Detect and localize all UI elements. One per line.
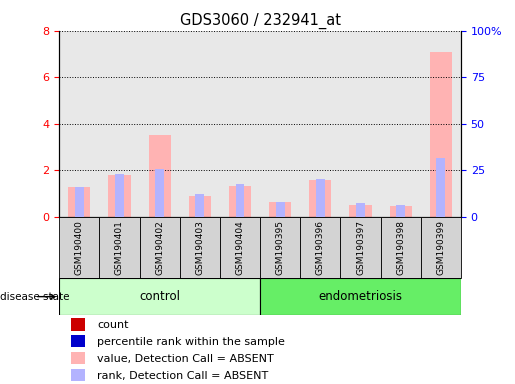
Bar — [229, 185, 251, 217]
Bar — [99, 31, 140, 217]
Bar — [71, 318, 85, 331]
Bar — [155, 169, 164, 217]
Bar — [59, 31, 99, 217]
Bar — [59, 217, 99, 278]
Bar — [99, 217, 140, 278]
Bar — [68, 187, 90, 217]
Bar — [109, 175, 130, 217]
Text: count: count — [97, 320, 129, 330]
Bar — [300, 217, 340, 278]
Bar — [220, 31, 260, 217]
Text: GSM190395: GSM190395 — [276, 220, 285, 275]
Bar — [195, 194, 204, 217]
Text: GSM190399: GSM190399 — [436, 220, 445, 275]
Bar — [269, 202, 291, 217]
Bar — [235, 184, 245, 217]
Bar — [381, 31, 421, 217]
Bar — [356, 203, 365, 217]
Bar — [340, 31, 381, 217]
Text: value, Detection Call = ABSENT: value, Detection Call = ABSENT — [97, 354, 274, 364]
Bar — [421, 31, 461, 217]
Bar — [340, 217, 381, 278]
Text: control: control — [139, 290, 180, 303]
Text: GSM190402: GSM190402 — [155, 220, 164, 275]
Bar — [149, 136, 170, 217]
Text: disease state: disease state — [0, 291, 70, 302]
Bar — [421, 217, 461, 278]
Bar — [310, 180, 331, 217]
Bar — [71, 352, 85, 364]
Bar — [71, 369, 85, 381]
Text: GSM190396: GSM190396 — [316, 220, 325, 275]
Bar — [115, 174, 124, 217]
Text: GSM190403: GSM190403 — [195, 220, 204, 275]
Bar — [59, 278, 260, 315]
Bar — [180, 31, 220, 217]
Bar — [140, 31, 180, 217]
Bar — [189, 196, 211, 217]
Bar — [316, 179, 325, 217]
Bar — [276, 202, 285, 217]
Bar — [260, 217, 300, 278]
Text: GSM190401: GSM190401 — [115, 220, 124, 275]
Bar — [390, 207, 411, 217]
Bar — [220, 217, 260, 278]
Bar — [430, 52, 452, 217]
Bar — [180, 217, 220, 278]
Bar — [140, 217, 180, 278]
Text: endometriosis: endometriosis — [318, 290, 403, 303]
Text: rank, Detection Call = ABSENT: rank, Detection Call = ABSENT — [97, 371, 269, 381]
Text: GSM190398: GSM190398 — [396, 220, 405, 275]
Bar — [300, 31, 340, 217]
Text: percentile rank within the sample: percentile rank within the sample — [97, 337, 285, 347]
Title: GDS3060 / 232941_at: GDS3060 / 232941_at — [180, 13, 340, 29]
Bar — [260, 31, 300, 217]
Bar — [71, 335, 85, 348]
Bar — [396, 205, 405, 217]
Bar — [75, 187, 84, 217]
Text: GSM190400: GSM190400 — [75, 220, 84, 275]
Bar — [260, 278, 461, 315]
Bar — [381, 217, 421, 278]
Text: GSM190404: GSM190404 — [235, 220, 245, 275]
Bar — [350, 205, 371, 217]
Text: GSM190397: GSM190397 — [356, 220, 365, 275]
Bar — [436, 157, 445, 217]
